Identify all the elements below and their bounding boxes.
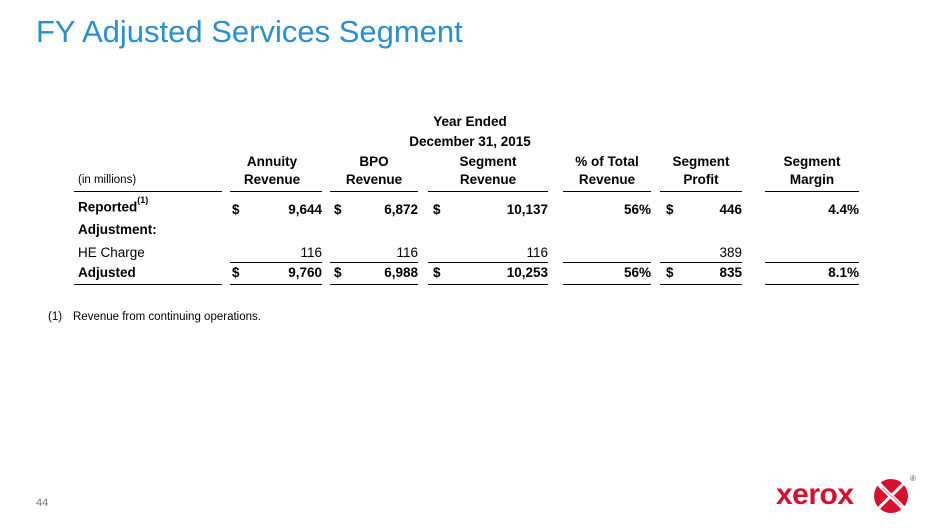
reported-bpo-revenue: 6,872 [384, 202, 418, 217]
column-header-bpo: BPO Revenue [345, 154, 403, 187]
subtotal-underline [428, 262, 548, 263]
adjusted-pct-total: 56% [623, 265, 651, 280]
currency-symbol: $ [232, 202, 240, 217]
header-underline [330, 191, 418, 192]
currency-symbol: $ [666, 202, 674, 217]
reported-segment-profit: 446 [719, 202, 742, 217]
column-header-segment-margin: Segment Margin [783, 154, 841, 187]
currency-symbol: $ [334, 202, 342, 217]
header-underline [660, 191, 742, 192]
adjusted-segment-revenue: 10,253 [506, 265, 548, 280]
currency-symbol: $ [666, 265, 674, 280]
units-label: (in millions) [78, 174, 137, 186]
column-header-segment-revenue: Segment Revenue [459, 154, 517, 187]
subtotal-underline [330, 262, 418, 263]
column-header-segment-profit: Segment Profit [672, 154, 730, 187]
reported-segment-margin: 4.4% [828, 202, 859, 217]
he-charge-segment-profit: 389 [719, 245, 742, 260]
registered-mark: ® [910, 474, 916, 483]
column-header-annuity: Annuity Revenue [243, 154, 301, 187]
currency-symbol: $ [232, 265, 240, 280]
currency-symbol: $ [334, 265, 342, 280]
column-header-pct-total: % of Total Revenue [575, 154, 639, 187]
total-underline [660, 284, 742, 285]
subtotal-underline [563, 262, 651, 263]
header-underline [74, 191, 222, 192]
row-label-he-charge: HE Charge [78, 245, 145, 260]
adjusted-bpo-revenue: 6,988 [384, 265, 418, 280]
adjusted-annuity-revenue: 9,760 [288, 265, 322, 280]
subtotal-underline [660, 262, 742, 263]
total-underline [428, 284, 548, 285]
adjusted-segment-margin: 8.1% [828, 265, 859, 280]
footnote-marker: (1) [48, 311, 63, 323]
page-number: 44 [36, 497, 49, 509]
total-underline [330, 284, 418, 285]
header-underline [428, 191, 548, 192]
reported-segment-revenue: 10,137 [506, 202, 548, 217]
period-header-line1: Year Ended [433, 114, 507, 129]
xerox-logo: xerox ® [776, 474, 920, 518]
header-underline [765, 191, 859, 192]
reported-pct-total: 56% [623, 202, 651, 217]
row-label-adjusted: Adjusted [78, 265, 136, 280]
currency-symbol: $ [433, 265, 441, 280]
subtotal-underline [765, 262, 859, 263]
footnote-text: Revenue from continuing operations. [73, 311, 261, 323]
he-charge-bpo-revenue: 116 [396, 245, 418, 260]
header-underline [563, 191, 651, 192]
he-charge-segment-revenue: 116 [526, 245, 548, 260]
row-label-reported: Reported(1) [78, 195, 149, 215]
he-charge-annuity-revenue: 116 [300, 245, 322, 260]
currency-symbol: $ [433, 202, 441, 217]
footnote: (1) Revenue from continuing operations. [48, 311, 261, 323]
total-underline [74, 284, 222, 285]
header-underline [230, 191, 322, 192]
total-underline [563, 284, 651, 285]
total-underline [765, 284, 859, 285]
xerox-ball-icon [874, 479, 908, 513]
subtotal-underline [230, 262, 322, 263]
total-underline [230, 284, 322, 285]
adjusted-segment-profit: 835 [719, 265, 742, 280]
xerox-wordmark: xerox [776, 478, 854, 511]
page-title: FY Adjusted Services Segment [36, 14, 463, 49]
row-label-adjustment: Adjustment: [78, 222, 157, 237]
reported-annuity-revenue: 9,644 [288, 202, 322, 217]
period-header-line2: December 31, 2015 [409, 134, 531, 149]
